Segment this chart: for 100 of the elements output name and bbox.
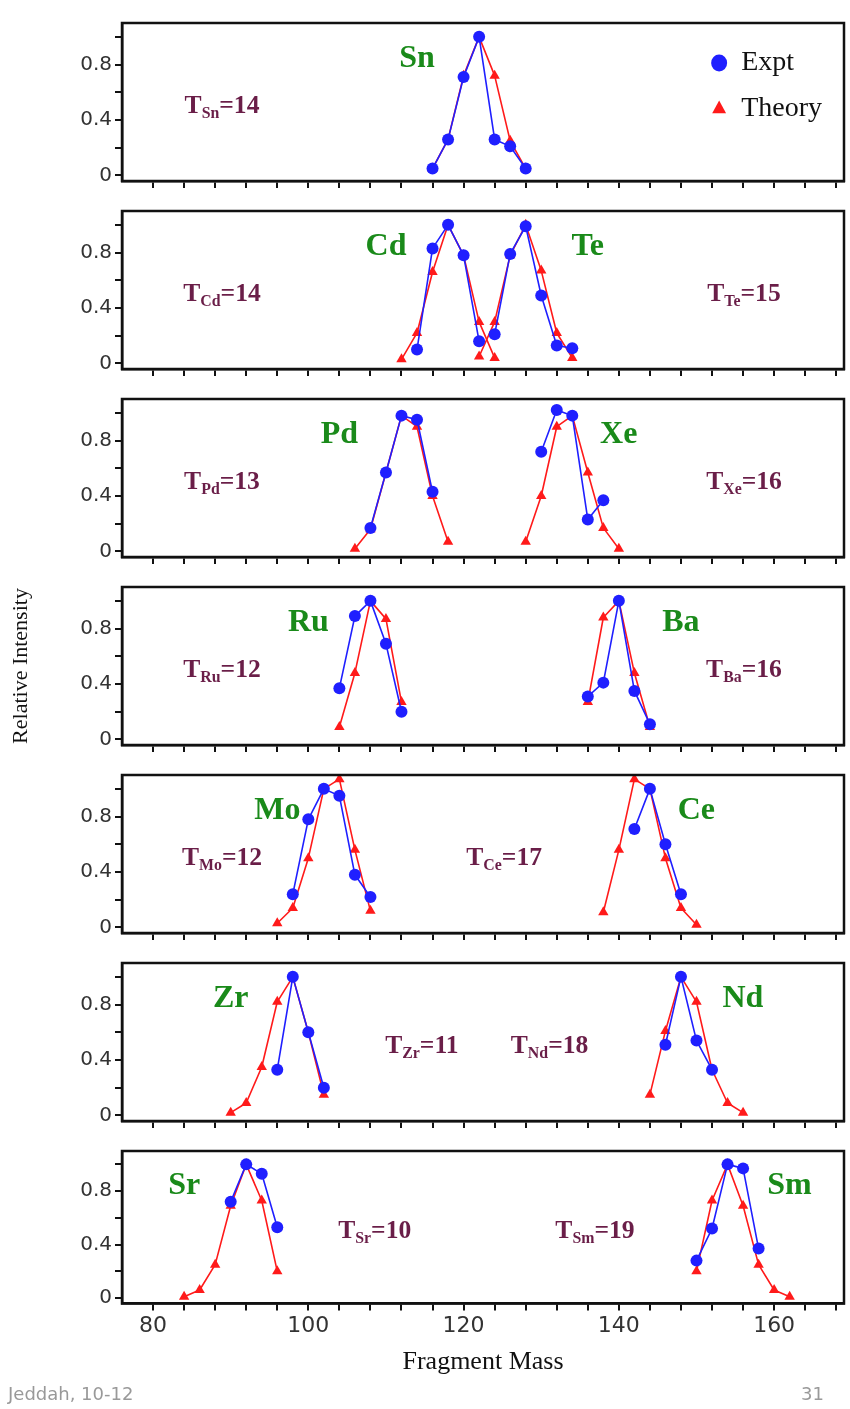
point: [473, 335, 486, 348]
point: [737, 1199, 749, 1209]
point: [272, 1265, 283, 1275]
point: [303, 852, 314, 862]
text: Jeddah, 10-12: [7, 1382, 134, 1404]
y-axis-title: Relative Intensity: [6, 588, 32, 744]
point: [411, 413, 424, 426]
y-tick-label: 0: [99, 725, 112, 750]
y-tick-label: 0.8: [80, 1177, 112, 1202]
y-tick-label: 0: [99, 161, 112, 186]
point: [426, 242, 439, 255]
y-tick-label: 0: [99, 1284, 112, 1309]
point: [256, 1060, 267, 1070]
annotation: Ba: [662, 602, 700, 639]
point: [520, 535, 531, 545]
y-tick-label: 0: [99, 1101, 112, 1126]
point: [690, 1034, 703, 1047]
point: [396, 353, 407, 363]
point: [348, 868, 361, 881]
x-tick-label: 140: [597, 1312, 640, 1338]
point: [287, 902, 298, 912]
point: [427, 265, 438, 275]
point: [349, 542, 361, 552]
point: [442, 535, 454, 545]
point: [225, 1106, 236, 1116]
point: [551, 326, 562, 336]
annotation: Ru: [287, 602, 329, 639]
point: [272, 995, 283, 1005]
point: [349, 843, 361, 853]
point: [209, 1258, 221, 1268]
point: [659, 1038, 672, 1051]
point: [613, 542, 625, 552]
point: [629, 775, 640, 783]
point: [426, 485, 439, 498]
point: [272, 917, 283, 927]
y-tick-label: 0.4: [80, 858, 112, 883]
point: [348, 610, 361, 623]
x-tick-label: 120: [442, 1312, 485, 1338]
point: [551, 420, 562, 430]
point: [504, 140, 517, 153]
point: [334, 775, 345, 783]
point: [581, 690, 594, 703]
x-axis-title: Fragment Mass: [402, 1346, 564, 1376]
point: [691, 995, 702, 1005]
point: [411, 343, 424, 356]
y-tick-label: 0.4: [80, 1230, 112, 1255]
text: 31: [801, 1382, 824, 1404]
point: [644, 1088, 656, 1098]
y-tick-label: 0.4: [80, 670, 112, 695]
annotation: Sn: [399, 38, 436, 75]
annotation: Te: [571, 226, 604, 263]
point: [535, 289, 548, 302]
point: [536, 264, 547, 274]
annotation: Sr: [168, 1165, 201, 1202]
point: [550, 339, 563, 352]
point: [675, 902, 687, 912]
point: [379, 637, 392, 650]
point: [784, 1290, 795, 1300]
point: [255, 1167, 268, 1180]
point: [752, 1242, 765, 1255]
point: [613, 843, 625, 853]
point: [271, 1063, 284, 1076]
y-tick-label: 0.8: [80, 50, 112, 75]
point: [598, 521, 609, 531]
point: [489, 69, 500, 79]
point: [628, 823, 641, 836]
y-tick-label: 0.4: [80, 106, 112, 131]
point: [628, 684, 641, 697]
point: [722, 1096, 733, 1106]
point: [488, 328, 501, 341]
annotation: Zr: [213, 978, 249, 1015]
y-tick-label: 0.8: [80, 802, 112, 827]
point: [333, 789, 346, 802]
legend-label: Expt: [741, 45, 795, 77]
point: [659, 838, 672, 851]
y-tick-label: 0.8: [80, 238, 112, 263]
point: [691, 918, 702, 928]
annotation: Xe: [600, 414, 638, 451]
point: [349, 666, 361, 676]
point: [224, 1195, 237, 1208]
point: [535, 445, 548, 458]
point: [581, 513, 594, 526]
point: [598, 906, 609, 916]
y-tick-label: 0: [99, 537, 112, 562]
point: [550, 404, 563, 417]
point: [271, 1221, 284, 1234]
point: [690, 1254, 703, 1267]
annotation: Nd: [722, 978, 764, 1015]
point: [365, 904, 376, 914]
point: [473, 350, 485, 360]
annotation: Cd: [365, 226, 407, 263]
point: [660, 852, 671, 862]
y-tick-label: 0: [99, 349, 112, 374]
point: [536, 490, 547, 500]
x-tick-label: 160: [753, 1312, 796, 1338]
point: [395, 705, 408, 718]
y-tick-label: 0.4: [80, 294, 112, 319]
point: [706, 1222, 719, 1235]
point: [334, 720, 345, 730]
point: [597, 676, 610, 689]
